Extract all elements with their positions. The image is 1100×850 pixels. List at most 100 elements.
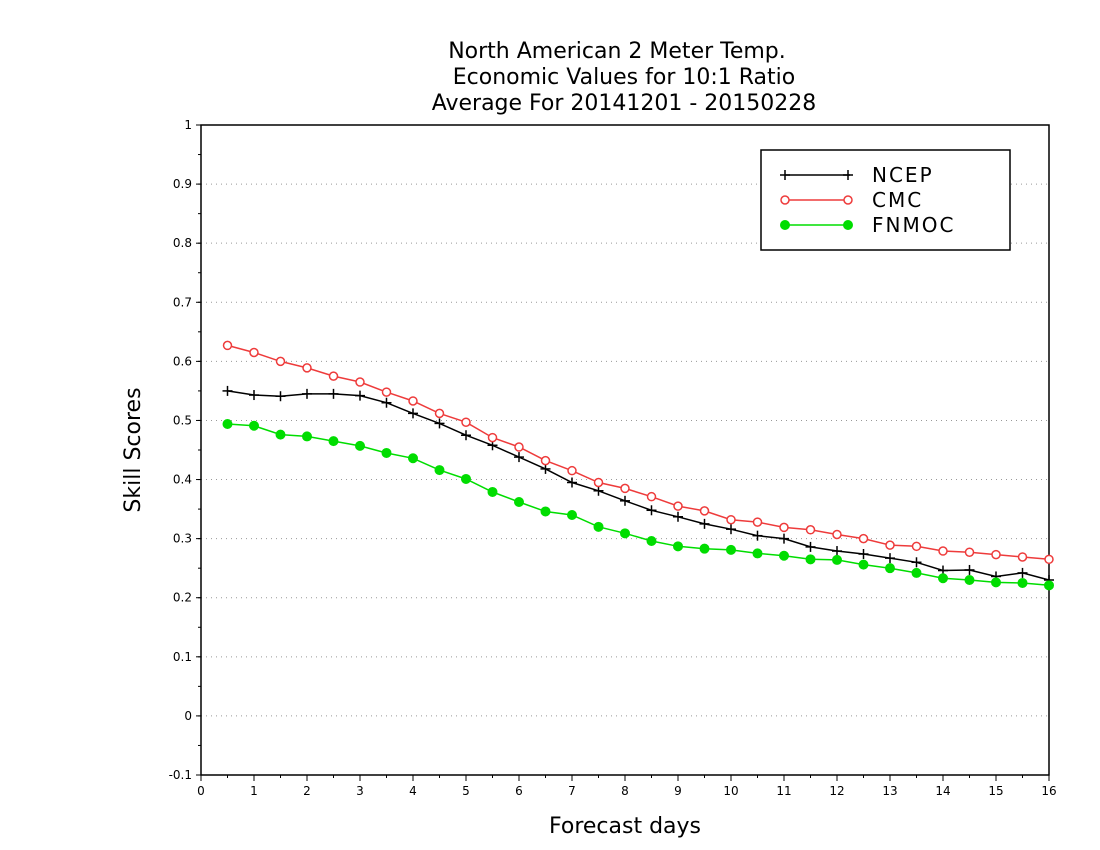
x-tick-label: 2 — [303, 784, 311, 798]
x-axis-title: Forecast days — [549, 814, 701, 839]
y-tick-label: 0.1 — [173, 650, 192, 664]
data-point-ncep — [514, 452, 524, 463]
data-point-fnmoc — [964, 575, 975, 585]
x-tick-label: 9 — [674, 784, 682, 798]
chart-title-line-1: North American 2 Meter Temp. — [448, 39, 786, 64]
x-tick-label: 0 — [197, 784, 205, 798]
data-point-ncep — [964, 564, 975, 575]
x-tick-label: 1 — [250, 784, 258, 798]
y-tick-label: 0.6 — [173, 354, 192, 368]
data-point-ncep — [911, 557, 922, 568]
data-point-cmc — [567, 465, 577, 476]
data-point-fnmoc — [355, 440, 365, 451]
data-point-cmc — [593, 477, 604, 488]
legend-marker-ncep — [780, 170, 790, 180]
data-point-fnmoc — [487, 486, 498, 497]
grid-lines — [201, 183, 1049, 717]
data-point-cmc — [487, 432, 498, 443]
x-tick-label: 4 — [409, 784, 417, 798]
data-point-fnmoc — [805, 554, 816, 565]
data-point-ncep — [752, 530, 763, 541]
data-point-cmc — [381, 387, 392, 397]
data-series — [222, 340, 1054, 591]
data-point-ncep — [1017, 567, 1028, 578]
data-point-ncep — [540, 463, 551, 474]
data-point-fnmoc — [593, 521, 604, 532]
data-point-cmc — [911, 541, 922, 552]
data-point-cmc — [885, 540, 895, 550]
data-point-fnmoc — [779, 550, 789, 561]
data-point-cmc — [434, 408, 445, 419]
legend-marker-cmc — [780, 195, 790, 205]
data-point-fnmoc — [938, 573, 948, 584]
data-point-ncep — [275, 391, 286, 402]
legend-marker-fnmoc — [780, 220, 790, 230]
data-point-cmc — [699, 506, 710, 516]
data-point-cmc — [991, 549, 1001, 560]
data-point-fnmoc — [567, 510, 577, 520]
data-point-fnmoc — [726, 544, 736, 555]
data-point-fnmoc — [408, 453, 418, 464]
data-point-cmc — [461, 417, 471, 427]
data-point-cmc — [805, 525, 816, 535]
y-tick-label: 0.9 — [173, 177, 192, 191]
y-tick-label: 0.3 — [173, 532, 192, 546]
x-tick-label: 7 — [568, 784, 576, 798]
legend-entry-ncep: NCEP — [780, 163, 932, 187]
data-point-ncep — [408, 408, 418, 419]
y-tick-label: 0 — [184, 709, 192, 723]
data-point-fnmoc — [275, 429, 286, 440]
data-point-cmc — [1044, 554, 1054, 565]
data-point-fnmoc — [540, 506, 551, 517]
y-tick-label: 0.2 — [173, 591, 192, 605]
data-point-fnmoc — [434, 465, 445, 476]
data-point-fnmoc — [646, 536, 657, 546]
data-point-cmc — [673, 501, 683, 511]
data-point-cmc — [222, 340, 233, 351]
x-tick-label: 13 — [882, 784, 897, 798]
data-point-fnmoc — [1017, 577, 1028, 588]
data-point-ncep — [328, 388, 339, 399]
data-point-fnmoc — [752, 548, 763, 559]
series-line-cmc — [227, 344, 1050, 561]
data-point-ncep — [699, 518, 710, 529]
data-point-ncep — [249, 390, 259, 401]
data-point-cmc — [408, 396, 418, 406]
legend-label-fnmoc: FNMOC — [872, 213, 955, 237]
data-point-ncep — [858, 549, 869, 559]
data-point-fnmoc — [911, 567, 922, 578]
data-point-cmc — [646, 491, 657, 502]
x-tick-label: 12 — [829, 784, 844, 798]
chart-title: North American 2 Meter Temp. Economic Va… — [432, 39, 817, 116]
y-tick-label: 0.7 — [173, 295, 192, 309]
axes: -0.100.10.20.30.40.50.60.70.80.910 1 2 3 4 5 6… — [169, 118, 1057, 798]
data-point-fnmoc — [885, 563, 895, 574]
legend-marker-fnmoc — [843, 220, 853, 230]
data-point-cmc — [249, 347, 259, 358]
data-point-fnmoc — [249, 420, 259, 431]
data-point-fnmoc — [302, 431, 312, 442]
data-point-fnmoc — [699, 543, 710, 554]
data-point-fnmoc — [858, 559, 869, 570]
data-point-cmc — [540, 455, 551, 466]
data-point-ncep — [885, 553, 895, 564]
data-point-ncep — [355, 390, 365, 401]
data-point-fnmoc — [222, 419, 233, 429]
legend-marker-ncep — [843, 170, 853, 180]
y-axis-title: Skill Scores — [121, 387, 146, 512]
x-tick-label: 11 — [776, 784, 791, 798]
series-line-fnmoc — [227, 423, 1050, 587]
data-point-ncep — [779, 533, 789, 544]
legend-marker-cmc — [843, 195, 853, 205]
data-point-ncep — [567, 477, 577, 488]
chart-title-line-3: Average For 20141201 - 20150228 — [432, 91, 817, 116]
x-tick-label: 15 — [988, 784, 1003, 798]
data-point-cmc — [355, 377, 365, 387]
data-point-fnmoc — [620, 528, 630, 539]
x-tick-label: 10 — [723, 784, 738, 798]
data-point-cmc — [779, 522, 789, 533]
data-point-ncep — [805, 541, 816, 552]
x-tick-label: 16 — [1041, 784, 1056, 798]
data-point-fnmoc — [381, 447, 392, 458]
data-point-ncep — [673, 511, 683, 522]
